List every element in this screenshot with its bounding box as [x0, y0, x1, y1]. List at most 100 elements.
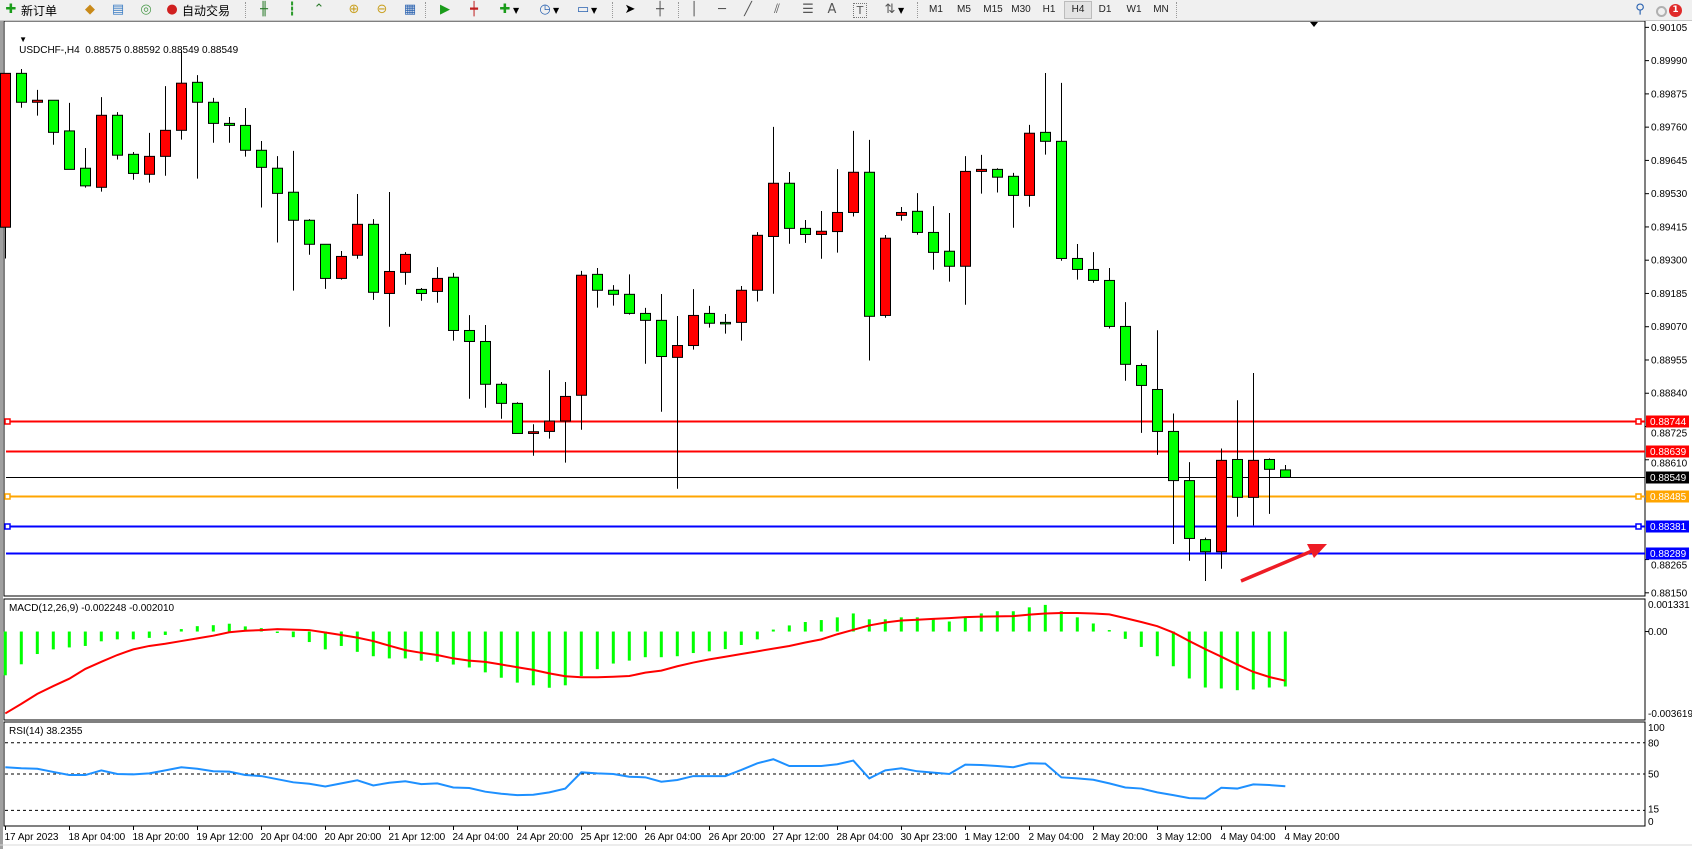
- macd-histogram-bar: [531, 631, 535, 686]
- timeframe-d1-button[interactable]: D1: [1098, 4, 1112, 15]
- market-watch-button[interactable]: ◆: [82, 1, 98, 19]
- new-order-button[interactable]: ✚ 新订单: [3, 1, 57, 19]
- timeframe-m30-button[interactable]: M30: [1011, 4, 1031, 15]
- candle-body: [1072, 257, 1083, 270]
- candle-body: [592, 273, 603, 291]
- macd-histogram-bar: [483, 631, 487, 673]
- main-panel-frame: [3, 21, 1646, 597]
- macd-histogram-bar: [19, 631, 23, 665]
- candle: [592, 268, 603, 308]
- chart-shift-marker-icon: [1310, 22, 1318, 27]
- time-tick-label: 18 Apr 20:00: [133, 832, 190, 843]
- time-tick-label: 25 Apr 12:00: [581, 832, 638, 843]
- notifications-button[interactable]: 1: [1656, 1, 1690, 19]
- templates-button[interactable]: ▭ ▼: [575, 1, 597, 19]
- text-button[interactable]: A: [824, 1, 840, 19]
- periods-button[interactable]: ◷ ▼: [537, 1, 559, 19]
- price-tick-label: 0.88725: [1651, 429, 1688, 440]
- candle-body: [1120, 325, 1131, 365]
- window-border: [0, 21, 3, 849]
- chart-window[interactable]: 0.90105 0.89990 0.89875 0.89760 0.89645 0.895…: [0, 21, 1692, 849]
- macd-label: MACD(12,26,9) -0.002248 -0.002010: [9, 603, 175, 614]
- arrows-button[interactable]: ⇅ ▼: [882, 1, 905, 19]
- indicators-button[interactable]: ✚ ▼: [497, 1, 520, 19]
- time-tick-label: 27 Apr 12:00: [773, 832, 830, 843]
- candle: [544, 370, 555, 439]
- timeframe-m5-button[interactable]: M5: [957, 4, 971, 15]
- time-tick-label: 4 May 20:00: [1285, 832, 1340, 843]
- equidistant-channel-button[interactable]: ⫽: [769, 1, 785, 19]
- macd-histogram-bar: [163, 631, 167, 635]
- candlestick-chart-button[interactable]: ┇: [284, 1, 300, 19]
- price-label-box: [1646, 471, 1689, 484]
- macd-histogram-bar: [627, 631, 631, 661]
- chart-shift-button[interactable]: ┿: [466, 1, 482, 19]
- zoom-in-button[interactable]: ⊕: [346, 1, 362, 19]
- macd-histogram-bar: [115, 631, 119, 640]
- autotrading-button[interactable]: ● 自动交易: [164, 1, 230, 19]
- candle-body: [672, 345, 683, 358]
- candle-body: [320, 243, 331, 279]
- candle: [1232, 400, 1243, 517]
- candle-body: [1136, 364, 1147, 386]
- candle-body: [432, 277, 443, 292]
- auto-scroll-button[interactable]: ▶: [437, 1, 453, 19]
- data-window-icon: ▤: [111, 2, 125, 17]
- text-label-icon: T: [853, 2, 867, 18]
- timeframe-w1-button[interactable]: W1: [1126, 4, 1142, 15]
- candle: [1072, 244, 1083, 280]
- candle: [1104, 268, 1115, 329]
- price-label-text: 0.88549: [1650, 473, 1687, 484]
- timeframe-mn-button[interactable]: MN: [1153, 4, 1169, 15]
- candle-body: [144, 155, 155, 175]
- candle: [560, 381, 571, 463]
- crosshair-button[interactable]: ┼: [652, 1, 668, 19]
- macd-histogram-bar: [3, 631, 7, 676]
- trendline-button[interactable]: ╱: [740, 1, 756, 19]
- timeframe-h1-button[interactable]: H1: [1042, 4, 1056, 15]
- candle: [1040, 73, 1051, 155]
- collapse-triangle-icon[interactable]: ▼: [19, 35, 28, 44]
- price-label-box: [1646, 415, 1689, 428]
- tile-windows-button[interactable]: ▦: [402, 1, 418, 19]
- chart-canvas[interactable]: 0.90105 0.89990 0.89875 0.89760 0.89645 0.895…: [0, 21, 1692, 849]
- candle-body: [944, 250, 955, 267]
- timeframe-m1-button[interactable]: M1: [929, 4, 943, 15]
- vertical-line-button[interactable]: │: [686, 1, 702, 19]
- fibonacci-button[interactable]: ☰: [800, 1, 816, 19]
- candle-body: [560, 395, 571, 422]
- macd-histogram-bar: [67, 631, 71, 648]
- zoom-out-button[interactable]: ⊖: [374, 1, 390, 19]
- macd-histogram-bar: [1043, 604, 1047, 632]
- candle: [144, 132, 155, 183]
- text-label-button[interactable]: T: [853, 1, 867, 19]
- periods-icon: ◷: [539, 2, 551, 17]
- macd-histogram-bar: [675, 631, 679, 657]
- signals-icon: ◎: [140, 2, 152, 17]
- data-window-button[interactable]: ▤: [110, 1, 126, 19]
- candle: [1264, 458, 1275, 514]
- candle: [464, 315, 475, 399]
- candle-body: [624, 293, 635, 314]
- search-button[interactable]: ⚲: [1632, 1, 1648, 19]
- line-anchor-handle: [1635, 418, 1642, 425]
- candle: [640, 307, 651, 364]
- macd-histogram-bar: [355, 631, 359, 652]
- candle-body: [1280, 469, 1291, 478]
- macd-histogram-bar: [1219, 631, 1223, 689]
- signals-button[interactable]: ◎: [138, 1, 154, 19]
- line-chart-button[interactable]: ⌃: [311, 1, 327, 19]
- macd-histogram-bar: [35, 631, 39, 655]
- time-tick-label: 19 Apr 12:00: [197, 832, 254, 843]
- horizontal-line-button[interactable]: ─: [714, 1, 730, 19]
- timeframe-h4-button[interactable]: H4: [1064, 1, 1092, 19]
- timeframe-m15-button[interactable]: M15: [983, 4, 1003, 15]
- cursor-button[interactable]: ➤: [622, 1, 638, 19]
- candle-body: [48, 99, 59, 133]
- bar-chart-button[interactable]: ╫: [256, 1, 272, 19]
- candle-body: [32, 99, 43, 103]
- macd-histogram-bar: [371, 631, 375, 657]
- candle: [512, 402, 523, 434]
- candle-body: [752, 234, 763, 291]
- macd-histogram-bar: [979, 613, 983, 632]
